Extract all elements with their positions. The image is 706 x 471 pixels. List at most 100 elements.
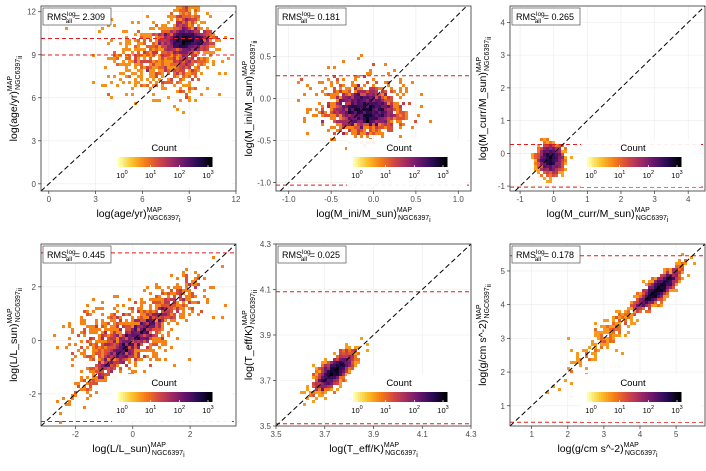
density-cell	[324, 367, 327, 370]
density-cell	[179, 18, 182, 21]
density-cell	[80, 370, 83, 373]
density-cell	[212, 36, 215, 39]
density-cell	[128, 69, 131, 72]
density-cell	[194, 271, 197, 274]
colorbar-tick-base: 10	[351, 406, 359, 415]
density-cell	[546, 147, 549, 150]
density-cell	[681, 265, 684, 268]
density-cell	[366, 108, 369, 111]
density-cell	[381, 102, 384, 105]
density-cell	[92, 379, 95, 382]
density-cell	[161, 60, 164, 63]
density-cell	[149, 322, 152, 325]
density-cell	[86, 313, 89, 316]
density-cell	[176, 36, 179, 39]
density-cell	[167, 307, 170, 310]
density-cell	[131, 87, 134, 90]
density-cell	[657, 292, 660, 295]
y-tick-label: 2	[32, 283, 37, 292]
colorbar-tick-base: 10	[145, 406, 153, 415]
colorbar-segment	[589, 157, 593, 167]
density-cell	[116, 340, 119, 343]
density-cell	[591, 352, 594, 355]
density-cell	[128, 313, 131, 316]
density-cell	[176, 18, 179, 21]
density-cell	[113, 340, 116, 343]
density-cell	[369, 69, 372, 72]
density-cell	[155, 325, 158, 328]
colorbar-tick-exponent: 0	[594, 405, 597, 411]
panel-border	[509, 243, 706, 427]
density-cell	[402, 84, 405, 87]
density-cell	[128, 346, 131, 349]
density-cell	[182, 24, 185, 27]
x-axis-label-sup: MAP	[624, 442, 640, 449]
density-cell	[666, 286, 669, 289]
rms-label-main: RMS	[47, 250, 67, 260]
colorbar-tick-exponent: 0	[360, 405, 363, 411]
colorbar-segment	[662, 157, 666, 167]
density-cell	[98, 349, 101, 352]
density-cell	[342, 126, 345, 129]
density-cell	[339, 99, 342, 102]
density-cell	[639, 292, 642, 295]
density-cell	[164, 313, 167, 316]
density-cell	[149, 325, 152, 328]
density-cell	[543, 141, 546, 144]
density-cell	[327, 78, 330, 81]
density-cell	[164, 48, 167, 51]
density-cell	[375, 117, 378, 120]
density-cell	[339, 382, 342, 385]
colorbar-segment	[678, 392, 682, 402]
density-cell	[155, 313, 158, 316]
density-cell	[113, 316, 116, 319]
colorbar-segment	[202, 157, 206, 167]
density-cell	[140, 63, 143, 66]
density-cell	[122, 63, 125, 66]
density-cell	[600, 340, 603, 343]
density-cell	[179, 99, 182, 102]
density-cell	[125, 343, 128, 346]
identity-line	[41, 11, 236, 191]
density-cell	[537, 156, 540, 159]
density-cell	[86, 346, 89, 349]
density-cell	[354, 132, 357, 135]
density-cell	[555, 162, 558, 165]
density-cell	[354, 123, 357, 126]
density-cell	[624, 316, 627, 319]
colorbar-segment	[605, 157, 609, 167]
density-cell	[137, 48, 140, 51]
density-cell	[158, 295, 161, 298]
density-cell	[372, 132, 375, 135]
density-cell	[209, 45, 212, 48]
density-cell	[161, 334, 164, 337]
density-cell	[333, 96, 336, 99]
colorbar-tick-exponent: 3	[680, 405, 683, 411]
density-cell	[675, 265, 678, 268]
density-cell	[378, 117, 381, 120]
density-cell	[402, 114, 405, 117]
colorbar-segment	[678, 157, 682, 167]
density-cell	[137, 355, 140, 358]
density-cell	[197, 78, 200, 81]
density-cell	[191, 72, 194, 75]
rms-equals: =	[541, 12, 551, 22]
density-cell	[645, 292, 648, 295]
density-cell	[372, 102, 375, 105]
density-cell	[161, 87, 164, 90]
density-cell	[312, 385, 315, 388]
density-cell	[182, 27, 185, 30]
density-cell	[363, 99, 366, 102]
density-cell	[149, 81, 152, 84]
density-cell	[122, 30, 125, 33]
density-cell	[134, 33, 137, 36]
colorbar-tick-label: 100	[351, 170, 362, 180]
density-cell	[107, 42, 110, 45]
density-cell	[221, 265, 224, 268]
colorbar-segment	[397, 392, 401, 402]
density-cell	[116, 358, 119, 361]
density-cell	[369, 72, 372, 75]
density-cell	[176, 15, 179, 18]
density-cell	[315, 385, 318, 388]
